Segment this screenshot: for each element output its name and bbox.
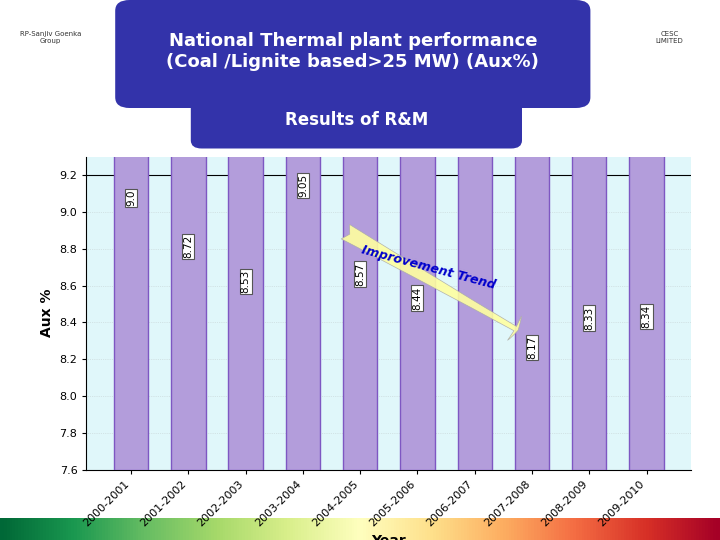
Text: National Thermal plant performance
(Coal /Lignite based>25 MW) (Aux%): National Thermal plant performance (Coal… <box>166 32 539 71</box>
Bar <box>286 0 320 470</box>
Text: 8.57: 8.57 <box>355 262 365 286</box>
Bar <box>228 0 263 470</box>
Text: 8.17: 8.17 <box>527 336 537 359</box>
Text: Results of R&M: Results of R&M <box>285 111 428 129</box>
Text: 8.53: 8.53 <box>240 269 251 293</box>
Bar <box>515 0 549 470</box>
Text: RP-Sanjiv Goenka
Group: RP-Sanjiv Goenka Group <box>19 31 81 44</box>
Bar <box>171 0 205 470</box>
Text: 8.72: 8.72 <box>184 235 194 258</box>
Text: Improvement Trend: Improvement Trend <box>361 243 498 291</box>
Bar <box>629 0 664 470</box>
Text: 9.05: 9.05 <box>298 174 308 197</box>
FancyBboxPatch shape <box>115 0 590 108</box>
Y-axis label: Aux %: Aux % <box>40 289 54 338</box>
Text: CESC
LIMITED: CESC LIMITED <box>656 31 683 44</box>
Bar <box>343 0 377 470</box>
Bar <box>572 0 606 470</box>
Bar <box>457 0 492 470</box>
Text: 8.44: 8.44 <box>413 286 423 309</box>
Bar <box>114 0 148 470</box>
Bar <box>400 0 435 470</box>
FancyBboxPatch shape <box>191 92 522 148</box>
Text: 8.34: 8.34 <box>642 305 652 328</box>
X-axis label: Year: Year <box>372 534 406 540</box>
Text: 9.0: 9.0 <box>126 190 136 206</box>
Text: 8.33: 8.33 <box>584 307 594 330</box>
